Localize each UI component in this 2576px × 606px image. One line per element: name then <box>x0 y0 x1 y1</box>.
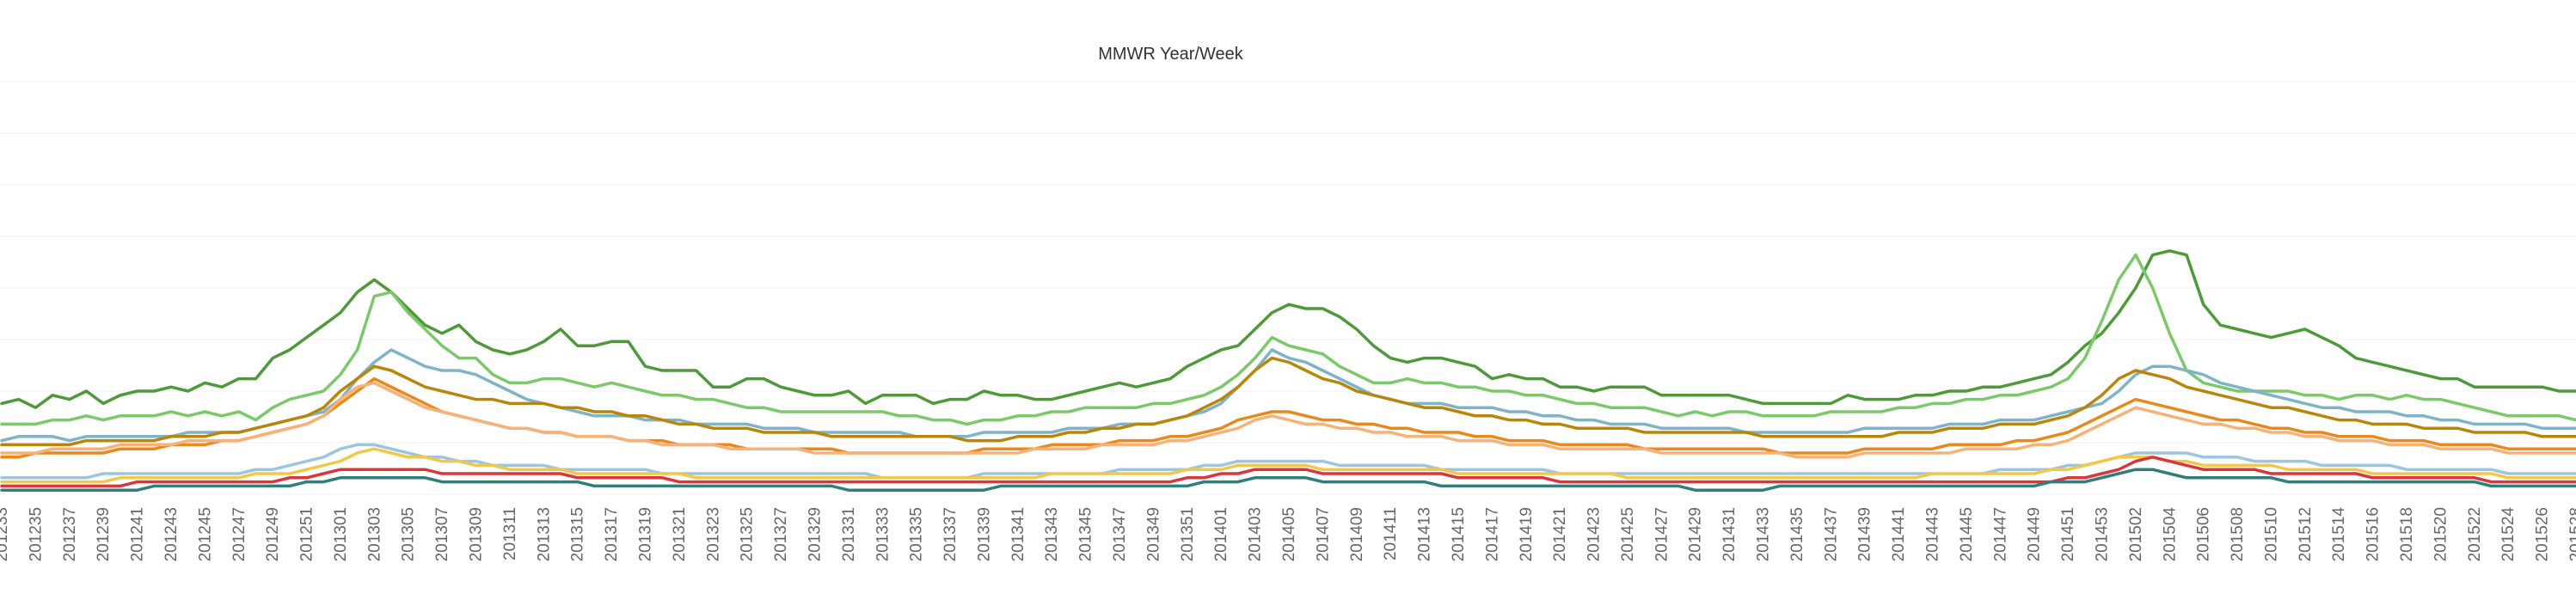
x-tick-label: 201445 <box>1958 507 1976 561</box>
x-tick-label: 201243 <box>163 507 181 561</box>
x-tick-label: 201303 <box>365 507 383 561</box>
x-tick-label: 201520 <box>2432 507 2450 561</box>
x-tick-label: 201313 <box>535 507 553 561</box>
x-axis-tick-labels: 201233 201235 201237 201239 201241 201243 2012… <box>0 507 2576 562</box>
x-tick-label: 201451 <box>2059 507 2077 561</box>
grid-layer <box>0 81 2576 495</box>
x-tick-label: 201323 <box>704 507 722 561</box>
x-tick-label: 201429 <box>1687 507 1705 561</box>
series-line-2 <box>0 253 2576 426</box>
series-line-7 <box>0 443 2576 480</box>
x-tick-label: 201417 <box>1483 507 1501 561</box>
x-tick-label: 201301 <box>332 507 350 561</box>
x-tick-label: 201237 <box>61 507 79 561</box>
x-tick-label: 201504 <box>2161 507 2179 562</box>
x-tick-label: 201339 <box>975 507 993 561</box>
x-tick-label: 201510 <box>2262 507 2280 561</box>
x-tick-label: 201409 <box>1348 507 1366 561</box>
x-tick-label: 201305 <box>400 507 418 561</box>
x-tick-label: 201307 <box>433 507 451 561</box>
x-tick-label: 201247 <box>230 507 248 561</box>
x-tick-label: 201425 <box>1619 507 1637 561</box>
x-tick-label: 201251 <box>298 507 316 561</box>
x-tick-label: 201502 <box>2127 507 2145 561</box>
x-tick-label: 201327 <box>772 507 790 561</box>
x-tick-label: 201319 <box>637 507 655 561</box>
x-tick-label: 201347 <box>1111 507 1129 561</box>
x-tick-label: 201349 <box>1144 507 1162 561</box>
series-line-6 <box>0 381 2576 459</box>
x-tick-label: 201341 <box>1009 507 1027 561</box>
x-tick-label: 201443 <box>1924 507 1942 561</box>
x-tick-label: 201315 <box>569 507 587 561</box>
x-tick-label: 201335 <box>908 507 926 561</box>
x-tick-label: 201522 <box>2466 507 2484 561</box>
x-tick-label: 201439 <box>1856 507 1874 561</box>
x-tick-label: 201317 <box>603 507 621 561</box>
x-tick-label: 201518 <box>2398 507 2416 561</box>
x-tick-label: 201233 <box>0 507 11 561</box>
x-tick-label: 201526 <box>2534 507 2552 561</box>
series-line-1 <box>0 249 2576 409</box>
x-tick-label: 201413 <box>1416 507 1434 561</box>
x-tick-label: 201331 <box>840 507 858 561</box>
x-tick-label: 201405 <box>1280 507 1298 561</box>
x-tick-label: 201514 <box>2330 507 2348 562</box>
x-tick-label: 201333 <box>874 507 892 561</box>
x-tick-label: 201421 <box>1551 507 1569 561</box>
x-tick-label: 201453 <box>2093 507 2111 561</box>
x-tick-label: 201345 <box>1077 507 1095 561</box>
x-tick-label: 201351 <box>1179 507 1197 561</box>
x-tick-label: 201427 <box>1653 507 1671 561</box>
series-line-10 <box>0 468 2576 492</box>
x-tick-label: 201337 <box>941 507 960 561</box>
series-line-4 <box>0 356 2576 447</box>
x-tick-label: 201516 <box>2364 507 2383 561</box>
x-tick-label: 201449 <box>2026 507 2044 561</box>
x-tick-label: 201241 <box>129 507 147 561</box>
x-tick-label: 201245 <box>196 507 214 561</box>
x-tick-label: 201239 <box>95 507 113 561</box>
x-tick-label: 201524 <box>2499 507 2518 562</box>
x-tick-label: 201433 <box>1755 507 1773 561</box>
x-tick-label: 201431 <box>1720 507 1739 561</box>
x-tick-label: 201321 <box>671 507 689 561</box>
x-tick-label: 201249 <box>264 507 282 561</box>
x-tick-label: 201423 <box>1585 507 1604 561</box>
x-tick-label: 201407 <box>1314 507 1332 561</box>
x-tick-label: 201506 <box>2195 507 2213 561</box>
x-tick-label: 201309 <box>468 507 486 561</box>
x-tick-label: 201329 <box>806 507 824 561</box>
x-tick-label: 201419 <box>1518 507 1536 561</box>
x-tick-label: 201415 <box>1450 507 1468 561</box>
x-tick-label: 201447 <box>1991 507 2009 561</box>
x-tick-label: 201311 <box>501 507 519 560</box>
chart-title: MMWR Year/Week <box>1098 45 1243 64</box>
series-layer <box>0 249 2576 492</box>
series-line-8 <box>0 447 2576 484</box>
x-tick-label: 201403 <box>1247 507 1265 561</box>
x-tick-label: 201401 <box>1212 507 1230 561</box>
x-tick-label: 201235 <box>27 507 45 561</box>
x-tick-label: 201411 <box>1382 507 1400 560</box>
x-tick-label: 201528 <box>2567 507 2576 561</box>
x-tick-label: 201508 <box>2229 507 2247 561</box>
x-tick-label: 201441 <box>1890 507 1908 561</box>
series-line-3 <box>0 348 2576 443</box>
series-line-9 <box>0 456 2576 488</box>
x-tick-label: 201435 <box>1788 507 1806 561</box>
x-tick-label: 201325 <box>739 507 757 561</box>
x-tick-label: 201512 <box>2297 507 2315 561</box>
x-tick-label: 201437 <box>1822 507 1840 561</box>
x-tick-label: 201343 <box>1043 507 1061 561</box>
